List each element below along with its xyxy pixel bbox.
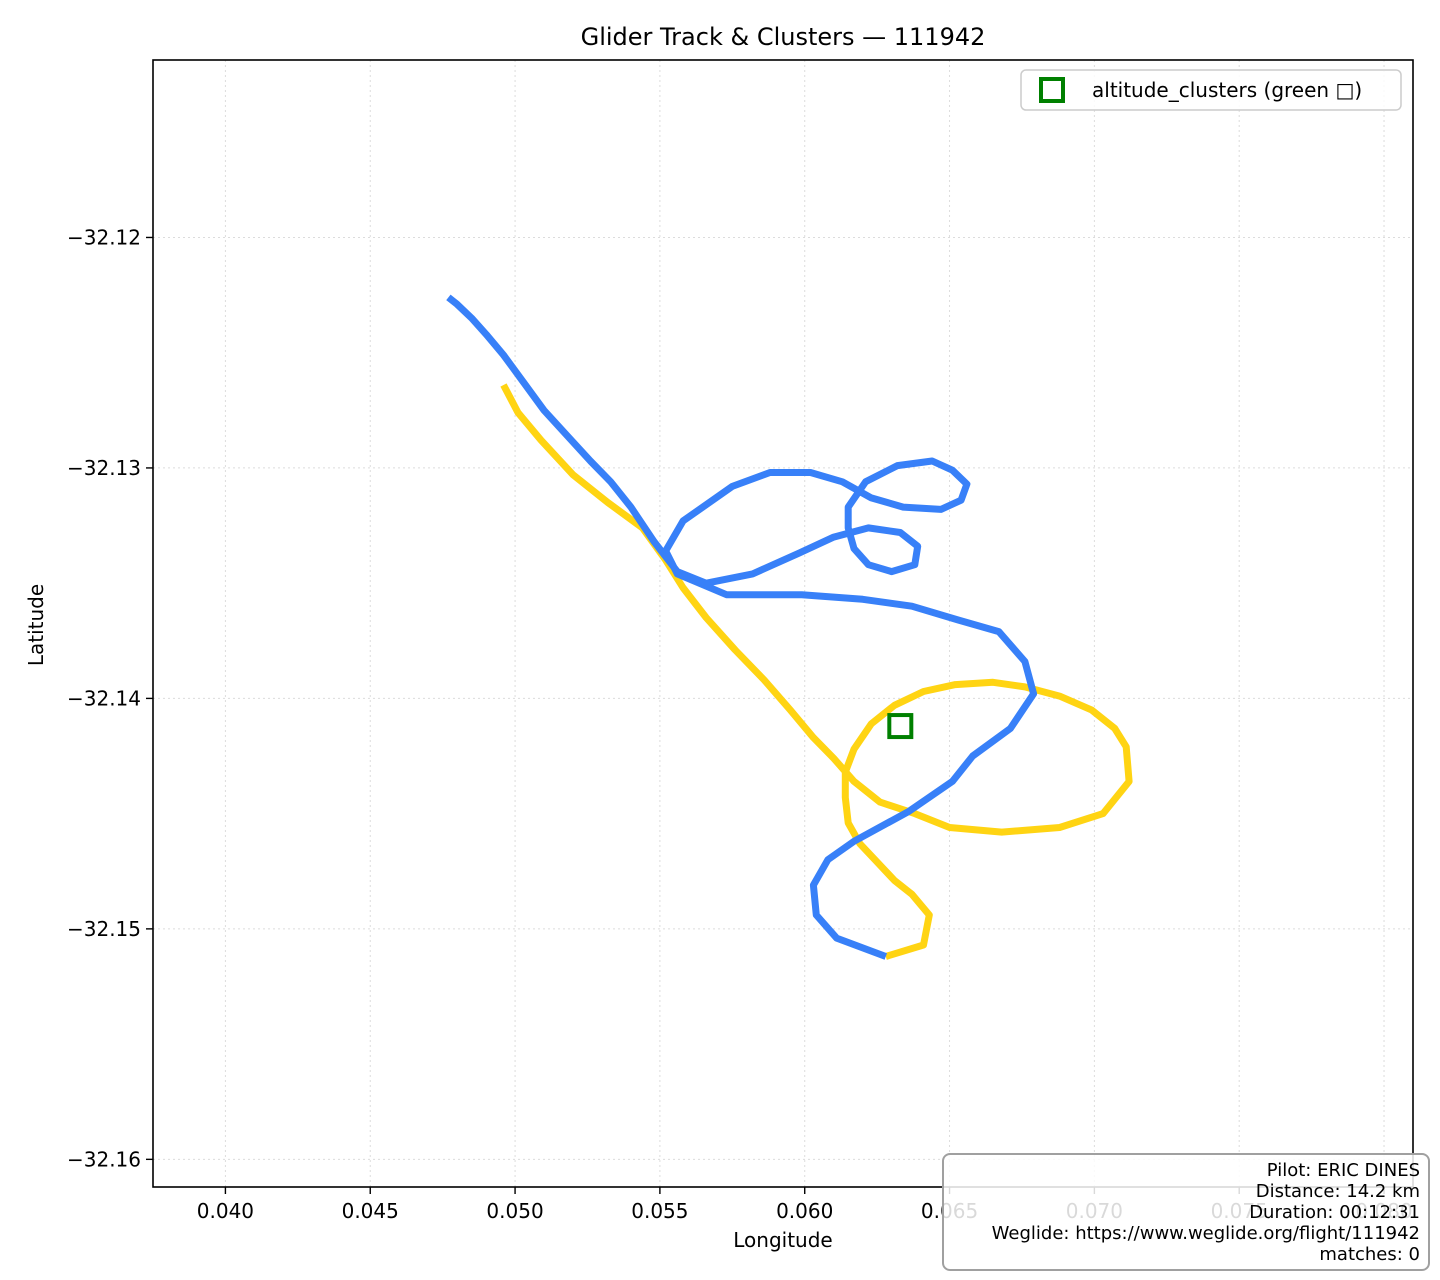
- weglide-link[interactable]: Weglide: https://www.weglide.org/flight/…: [991, 1223, 1420, 1244]
- plot-area: [446, 294, 1133, 960]
- x-tick-label: 0.045: [342, 1199, 399, 1223]
- track-series-0: [500, 383, 1133, 960]
- y-tick-label: −32.15: [67, 917, 141, 941]
- plot-frame: [152, 59, 1414, 1188]
- grid: [153, 60, 1413, 1187]
- chart-title: Glider Track & Clusters — 111942: [581, 23, 986, 51]
- matches-text: matches: 0: [1319, 1244, 1420, 1265]
- altitude-cluster-marker: [887, 713, 914, 740]
- pilot-text: Pilot: ERIC DINES: [1266, 1160, 1420, 1181]
- y-tick-label: −32.14: [67, 686, 141, 710]
- legend-square-marker: [1039, 77, 1065, 103]
- duration-text: Duration: 00:12:31: [1249, 1202, 1420, 1223]
- track-series-1: [446, 294, 1038, 960]
- y-axis-label: Latitude: [24, 584, 48, 666]
- legend-label: altitude_clusters (green □): [1092, 78, 1362, 102]
- y-tick-label: −32.13: [67, 456, 141, 480]
- distance-text: Distance: 14.2 km: [1255, 1181, 1420, 1202]
- x-tick-label: 0.040: [197, 1199, 254, 1223]
- x-tick-label: 0.055: [631, 1199, 688, 1223]
- y-tick-label: −32.12: [67, 225, 141, 249]
- legend-box: [1020, 69, 1402, 111]
- x-tick-label: 0.050: [486, 1199, 543, 1223]
- y-tick-label: −32.16: [67, 1147, 141, 1171]
- legend: altitude_clusters (green □): [1020, 69, 1402, 111]
- x-axis-label: Longitude: [733, 1228, 832, 1252]
- flight-info-box: Pilot: ERIC DINES Distance: 14.2 km Dura…: [942, 1153, 1430, 1271]
- x-tick-label: 0.060: [776, 1199, 833, 1223]
- y-axis: −32.12 −32.13 −32.14 −32.15 −32.16: [67, 225, 153, 1171]
